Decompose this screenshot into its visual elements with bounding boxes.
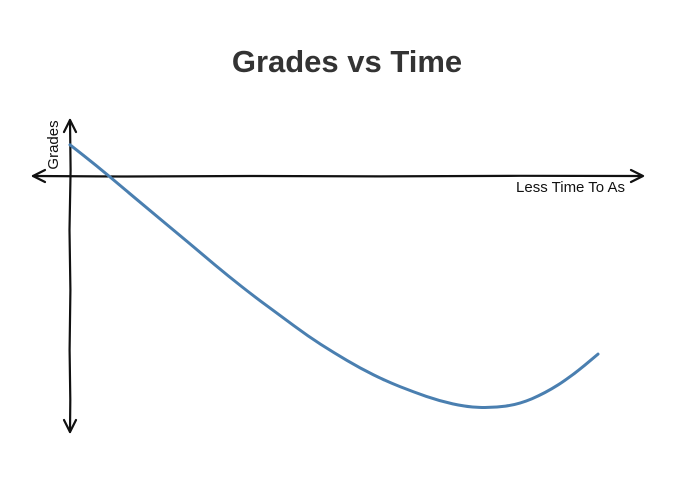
x-axis-left-arrowhead	[31, 168, 47, 184]
series-layer	[68, 143, 600, 410]
y-axis-bottom-arrowhead	[62, 418, 78, 434]
y-axis-label: Grades	[45, 120, 62, 169]
y-axis-line	[68, 118, 72, 434]
x-axis-line	[31, 174, 642, 178]
x-axis-right-arrowhead	[629, 168, 645, 184]
chart-title: Grades vs Time	[231, 44, 463, 79]
series-line-0	[68, 143, 600, 410]
x-axis-label: Less Time To As	[516, 179, 625, 196]
y-axis-top-arrowhead	[62, 118, 78, 134]
